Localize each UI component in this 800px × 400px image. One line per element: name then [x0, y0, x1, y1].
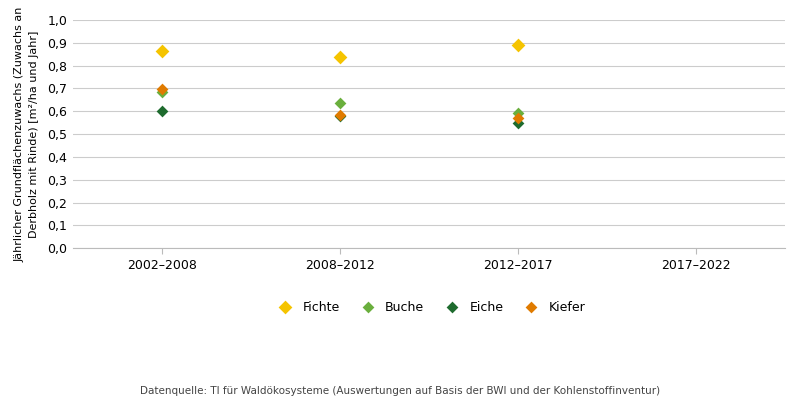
Eiche — [155, 108, 168, 114]
Buche — [511, 110, 524, 116]
Eiche — [511, 120, 524, 127]
Fichte — [155, 48, 168, 54]
Kiefer — [155, 86, 168, 92]
Buche — [155, 89, 168, 95]
Eiche — [334, 113, 346, 120]
Y-axis label: Jährlicher Grundflächenzuwachs (Zuwachs an
Derbholz mit Rinde) [m²/ha und Jahr]: Jährlicher Grundflächenzuwachs (Zuwachs … — [15, 6, 39, 262]
Kiefer — [511, 115, 524, 121]
Fichte — [334, 54, 346, 60]
Text: Datenquelle: TI für Waldökosysteme (Auswertungen auf Basis der BWI und der Kohle: Datenquelle: TI für Waldökosysteme (Ausw… — [140, 386, 660, 396]
Kiefer — [334, 112, 346, 118]
Fichte — [511, 42, 524, 48]
Buche — [334, 100, 346, 106]
Legend: Fichte, Buche, Eiche, Kiefer: Fichte, Buche, Eiche, Kiefer — [268, 296, 590, 319]
